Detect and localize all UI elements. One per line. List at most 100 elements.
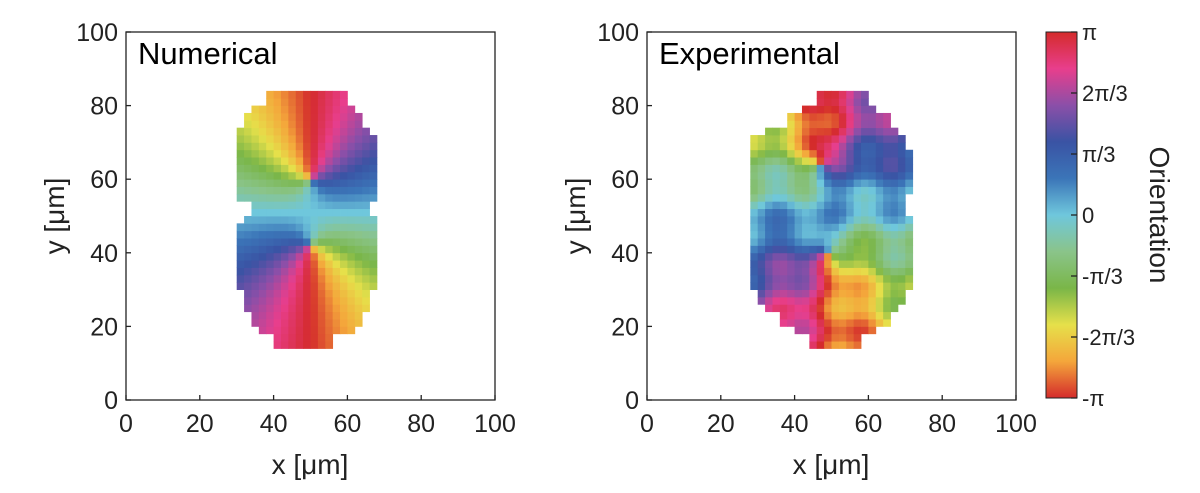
heatmap-cell [861, 149, 869, 158]
heatmap-cell [280, 120, 289, 129]
heatmap-cell [883, 186, 891, 195]
heatmap-cell [809, 282, 818, 290]
heatmap-cell [317, 171, 326, 180]
heatmap-cell [325, 208, 334, 217]
heatmap-cell [340, 149, 348, 158]
heatmap-cell [890, 179, 899, 187]
heatmap-cell [846, 216, 855, 224]
heatmap-cell [325, 112, 334, 121]
heatmap-cell [303, 341, 311, 349]
heatmap-cell [288, 230, 297, 239]
heatmap-cell [846, 171, 855, 180]
heatmap-cell [258, 186, 267, 195]
heatmap-cell [288, 252, 297, 261]
heatmap-cell [369, 252, 378, 261]
heatmap-cell [816, 274, 825, 283]
heatmap-cell [846, 98, 855, 106]
heatmap-cell [251, 260, 260, 268]
heatmap-cell [757, 252, 766, 261]
heatmap-cell [853, 164, 862, 173]
heatmap-cell [354, 304, 363, 313]
heatmap-cell [288, 311, 297, 320]
heatmap-cell [244, 149, 252, 158]
heatmap-cell [317, 193, 326, 202]
heatmap-cell [303, 319, 311, 327]
heatmap-cell [347, 296, 356, 305]
heatmap-cell [905, 223, 914, 232]
heatmap-cell [757, 296, 766, 305]
heatmap-cell [354, 252, 363, 261]
heatmap-cell [288, 296, 297, 305]
heatmap-cell [824, 267, 832, 276]
heatmap-cell [750, 223, 759, 232]
heatmap-cell [831, 311, 840, 320]
heatmap-cell [273, 120, 282, 129]
y-tick-label: 60 [90, 166, 118, 194]
heatmap-cell [801, 245, 810, 254]
heatmap-cell [310, 142, 319, 151]
heatmap-cell [332, 311, 341, 320]
heatmap-cell [325, 230, 334, 239]
x-tick-label: 0 [640, 410, 654, 438]
heatmap-cell [787, 319, 795, 327]
heatmap-cell [310, 201, 319, 210]
heatmap-cell [303, 223, 311, 232]
heatmap-cell [340, 260, 348, 268]
heatmap-cell [772, 164, 781, 173]
heatmap-cell [861, 282, 869, 290]
heatmap-cell [295, 164, 304, 173]
heatmap-cell [362, 208, 370, 217]
heatmap-cell [266, 311, 274, 320]
heatmap-cell [824, 164, 832, 173]
heatmap-cell [890, 296, 899, 305]
heatmap-cell [861, 98, 869, 106]
heatmap-cell [868, 223, 877, 232]
heatmap-cell [317, 98, 326, 106]
heatmap-cell [280, 208, 289, 217]
heatmap-cell [258, 142, 267, 151]
heatmap-cell [303, 186, 311, 195]
heatmap-cell [310, 245, 319, 254]
heatmap-cell [288, 112, 297, 121]
heatmap-cell [340, 289, 348, 298]
heatmap-cell [750, 245, 759, 254]
heatmap-cell [266, 245, 274, 254]
heatmap-cell [266, 142, 274, 151]
heatmap-cell [853, 90, 862, 99]
heatmap-cell [354, 238, 363, 246]
heatmap-cell [883, 142, 891, 151]
heatmap-cell [905, 282, 914, 290]
heatmap-cell [890, 157, 899, 165]
heatmap-cell [750, 193, 759, 202]
heatmap-cell [794, 223, 803, 232]
heatmap-cell [303, 135, 311, 143]
heatmap-cell [251, 274, 260, 283]
heatmap-cell [809, 238, 818, 246]
heatmap-cell [772, 208, 781, 217]
heatmap-cell [258, 171, 267, 180]
heatmap-cell [340, 135, 348, 143]
heatmap-cell [266, 179, 274, 187]
heatmap-cell [280, 296, 289, 305]
heatmap-cell [244, 171, 252, 180]
heatmap-cell [801, 238, 810, 246]
heatmap-cell [816, 216, 825, 224]
heatmap-cell [897, 230, 906, 239]
heatmap-cell [794, 201, 803, 210]
heatmap-cell [332, 98, 341, 106]
heatmap-cell [787, 157, 795, 165]
heatmap-cell [787, 186, 795, 195]
heatmap-cell [273, 98, 282, 106]
heatmap-cell [809, 260, 818, 268]
heatmap-cell [831, 230, 840, 239]
heatmap-cell [875, 304, 884, 313]
x-tick-label: 0 [119, 410, 133, 438]
heatmap-cell [750, 208, 759, 217]
heatmap-cell [310, 252, 319, 261]
heatmap-cell [258, 112, 267, 121]
heatmap-cell [875, 260, 884, 268]
heatmap-cell [846, 230, 855, 239]
heatmap-cell [831, 252, 840, 261]
heatmap-cell [838, 252, 847, 261]
heatmap-cell [236, 127, 245, 136]
